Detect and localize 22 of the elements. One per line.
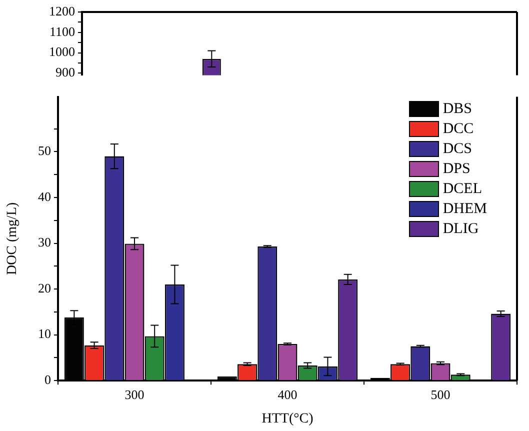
y-tick-label: 1200 [49, 3, 75, 18]
legend-label: DCEL [442, 180, 482, 199]
x-axis-title: HTT(°C) [262, 411, 314, 426]
x-tick-label: 500 [430, 386, 450, 402]
y-tick-label: 10 [38, 326, 51, 342]
y-tick-label: 40 [38, 188, 51, 204]
y-tick-label: 50 [38, 143, 51, 158]
y-tick-label: 1000 [49, 44, 75, 60]
legend-label: DLIG [442, 220, 479, 239]
legend-label: DCS [442, 140, 472, 159]
x-tick-label: 300 [124, 386, 144, 402]
legend-label: DHEM [442, 200, 487, 219]
legend-label: DPS [442, 160, 470, 179]
y-tick-label: 1100 [49, 24, 75, 39]
y-tick-label: 20 [38, 280, 51, 296]
y-axis-title: DOC (mg/L) [5, 202, 20, 276]
x-tick-label: 400 [278, 386, 298, 402]
y-tick-label: 0 [44, 372, 51, 388]
y-tick-label: 30 [38, 234, 51, 250]
y-tick-label: 900 [56, 64, 75, 80]
legend-label: DBS [442, 100, 472, 119]
legend-label: DCC [442, 120, 474, 139]
